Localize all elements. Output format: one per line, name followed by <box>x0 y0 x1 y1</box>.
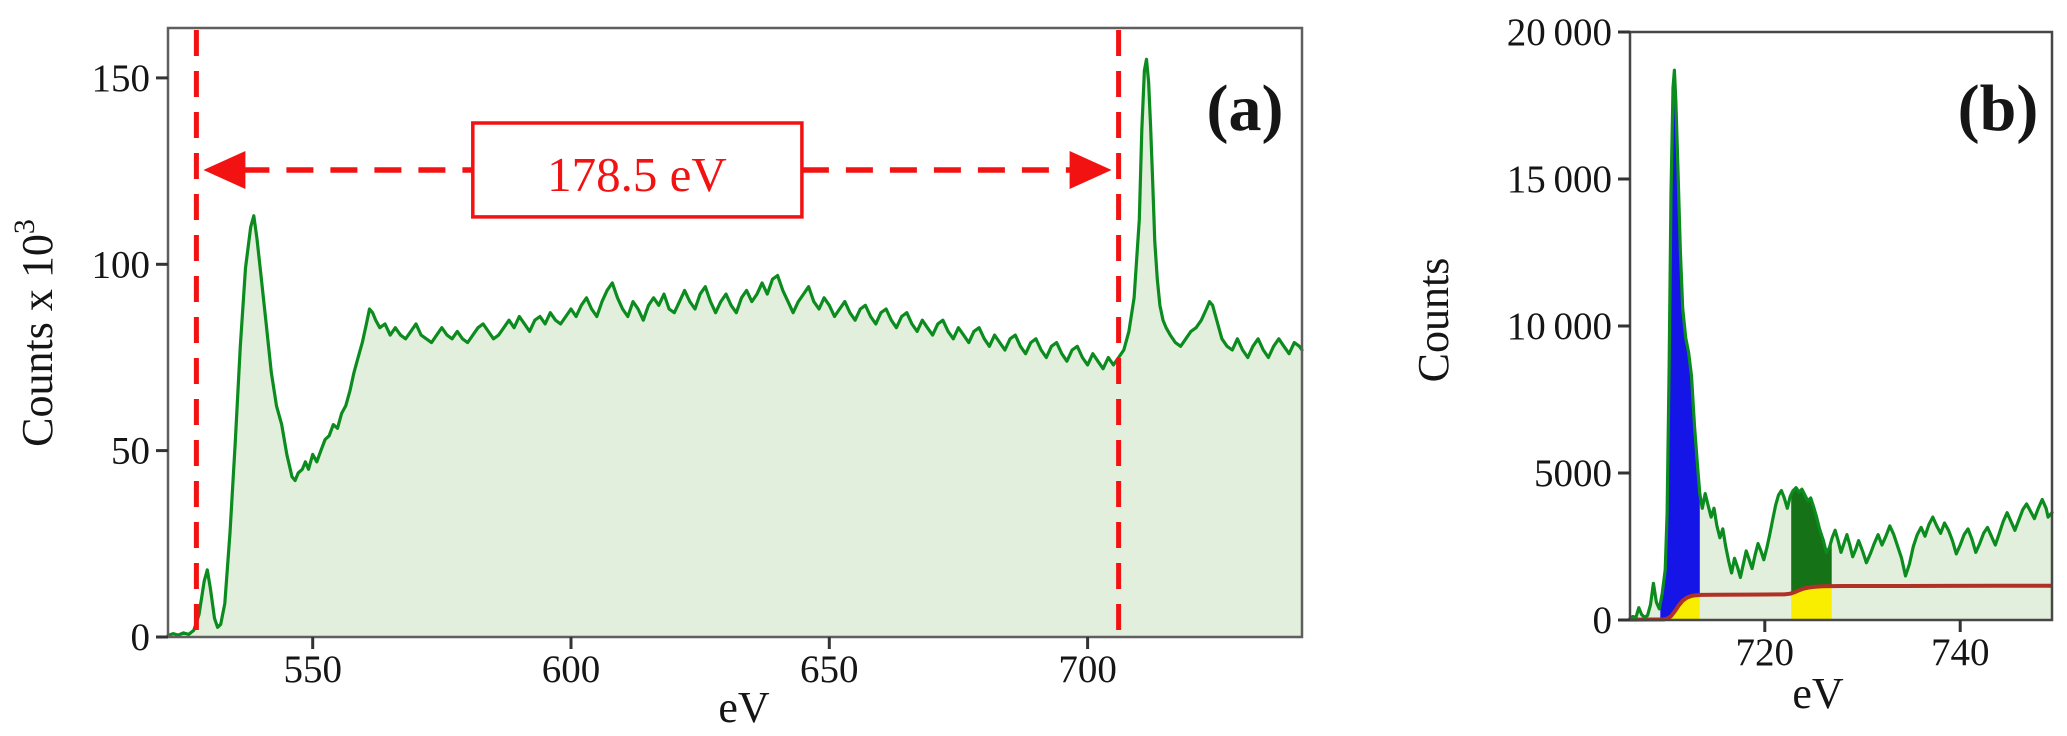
annotation-text: 178.5 eV <box>547 147 727 202</box>
panel-b-region-spectrum: 720 740 0 5000 10 000 15 000 20 000 <box>1507 11 2054 674</box>
panel-b-y-tick-label: 15 000 <box>1507 158 1612 201</box>
panel-b-x-tick-label: 740 <box>1931 631 1990 674</box>
panel-b-region-yellow-step-2 <box>1791 586 1832 620</box>
annotation-box <box>471 121 804 219</box>
panel-a-x-tick-label: 650 <box>800 648 859 691</box>
panel-a-y-tick-label: 0 <box>131 616 151 659</box>
panel-b-region-blue-peak <box>1660 70 1700 620</box>
panel-b-label: (b) <box>1958 72 2039 145</box>
panel-b-y-tick-label: 20 000 <box>1507 11 1612 54</box>
panel-b-y-tick-label: 5000 <box>1534 452 1612 495</box>
panel-a-y-tick-label: 100 <box>92 243 151 286</box>
panel-b-x-axis-label: eV <box>1792 669 1844 718</box>
panel-b-y-tick-label: 0 <box>1593 599 1613 642</box>
panel-a-x-tick-label: 600 <box>542 648 601 691</box>
panel-b-region-dark-green-peak <box>1791 487 1832 594</box>
panel-a-x-tick-label: 700 <box>1058 648 1117 691</box>
arrowhead-right <box>1069 151 1112 190</box>
panel-b-background-line <box>1629 583 2052 622</box>
arrowhead-left <box>203 151 246 190</box>
panel-b-spectrum-line <box>1628 68 2054 620</box>
panel-a-x-axis-label: eV <box>718 683 770 732</box>
panel-b-y-tick-label: 10 000 <box>1507 305 1612 348</box>
panel-a-spectrum-line <box>166 57 1304 638</box>
static-labels: Counts x 103 eV (a) 178.5 eV Counts eV (… <box>8 72 2038 732</box>
panel-a-y-tick-label: 150 <box>92 57 151 100</box>
panel-a-x-tick-label: 550 <box>283 648 342 691</box>
panel-a-y-axis-label: Counts x 103 <box>8 219 62 447</box>
panel-b-y-axis-label: Counts <box>1409 258 1458 383</box>
panel-a-plot-border <box>166 26 1304 639</box>
panel-a-survey-spectrum: 550 600 650 700 0 50 100 150 <box>92 26 1304 691</box>
panel-a-area-fill <box>168 59 1302 638</box>
panel-a-label: (a) <box>1207 72 1284 145</box>
panel-a-y-tick-label: 50 <box>111 430 150 473</box>
panel-b-x-tick-label: 720 <box>1736 631 1795 674</box>
